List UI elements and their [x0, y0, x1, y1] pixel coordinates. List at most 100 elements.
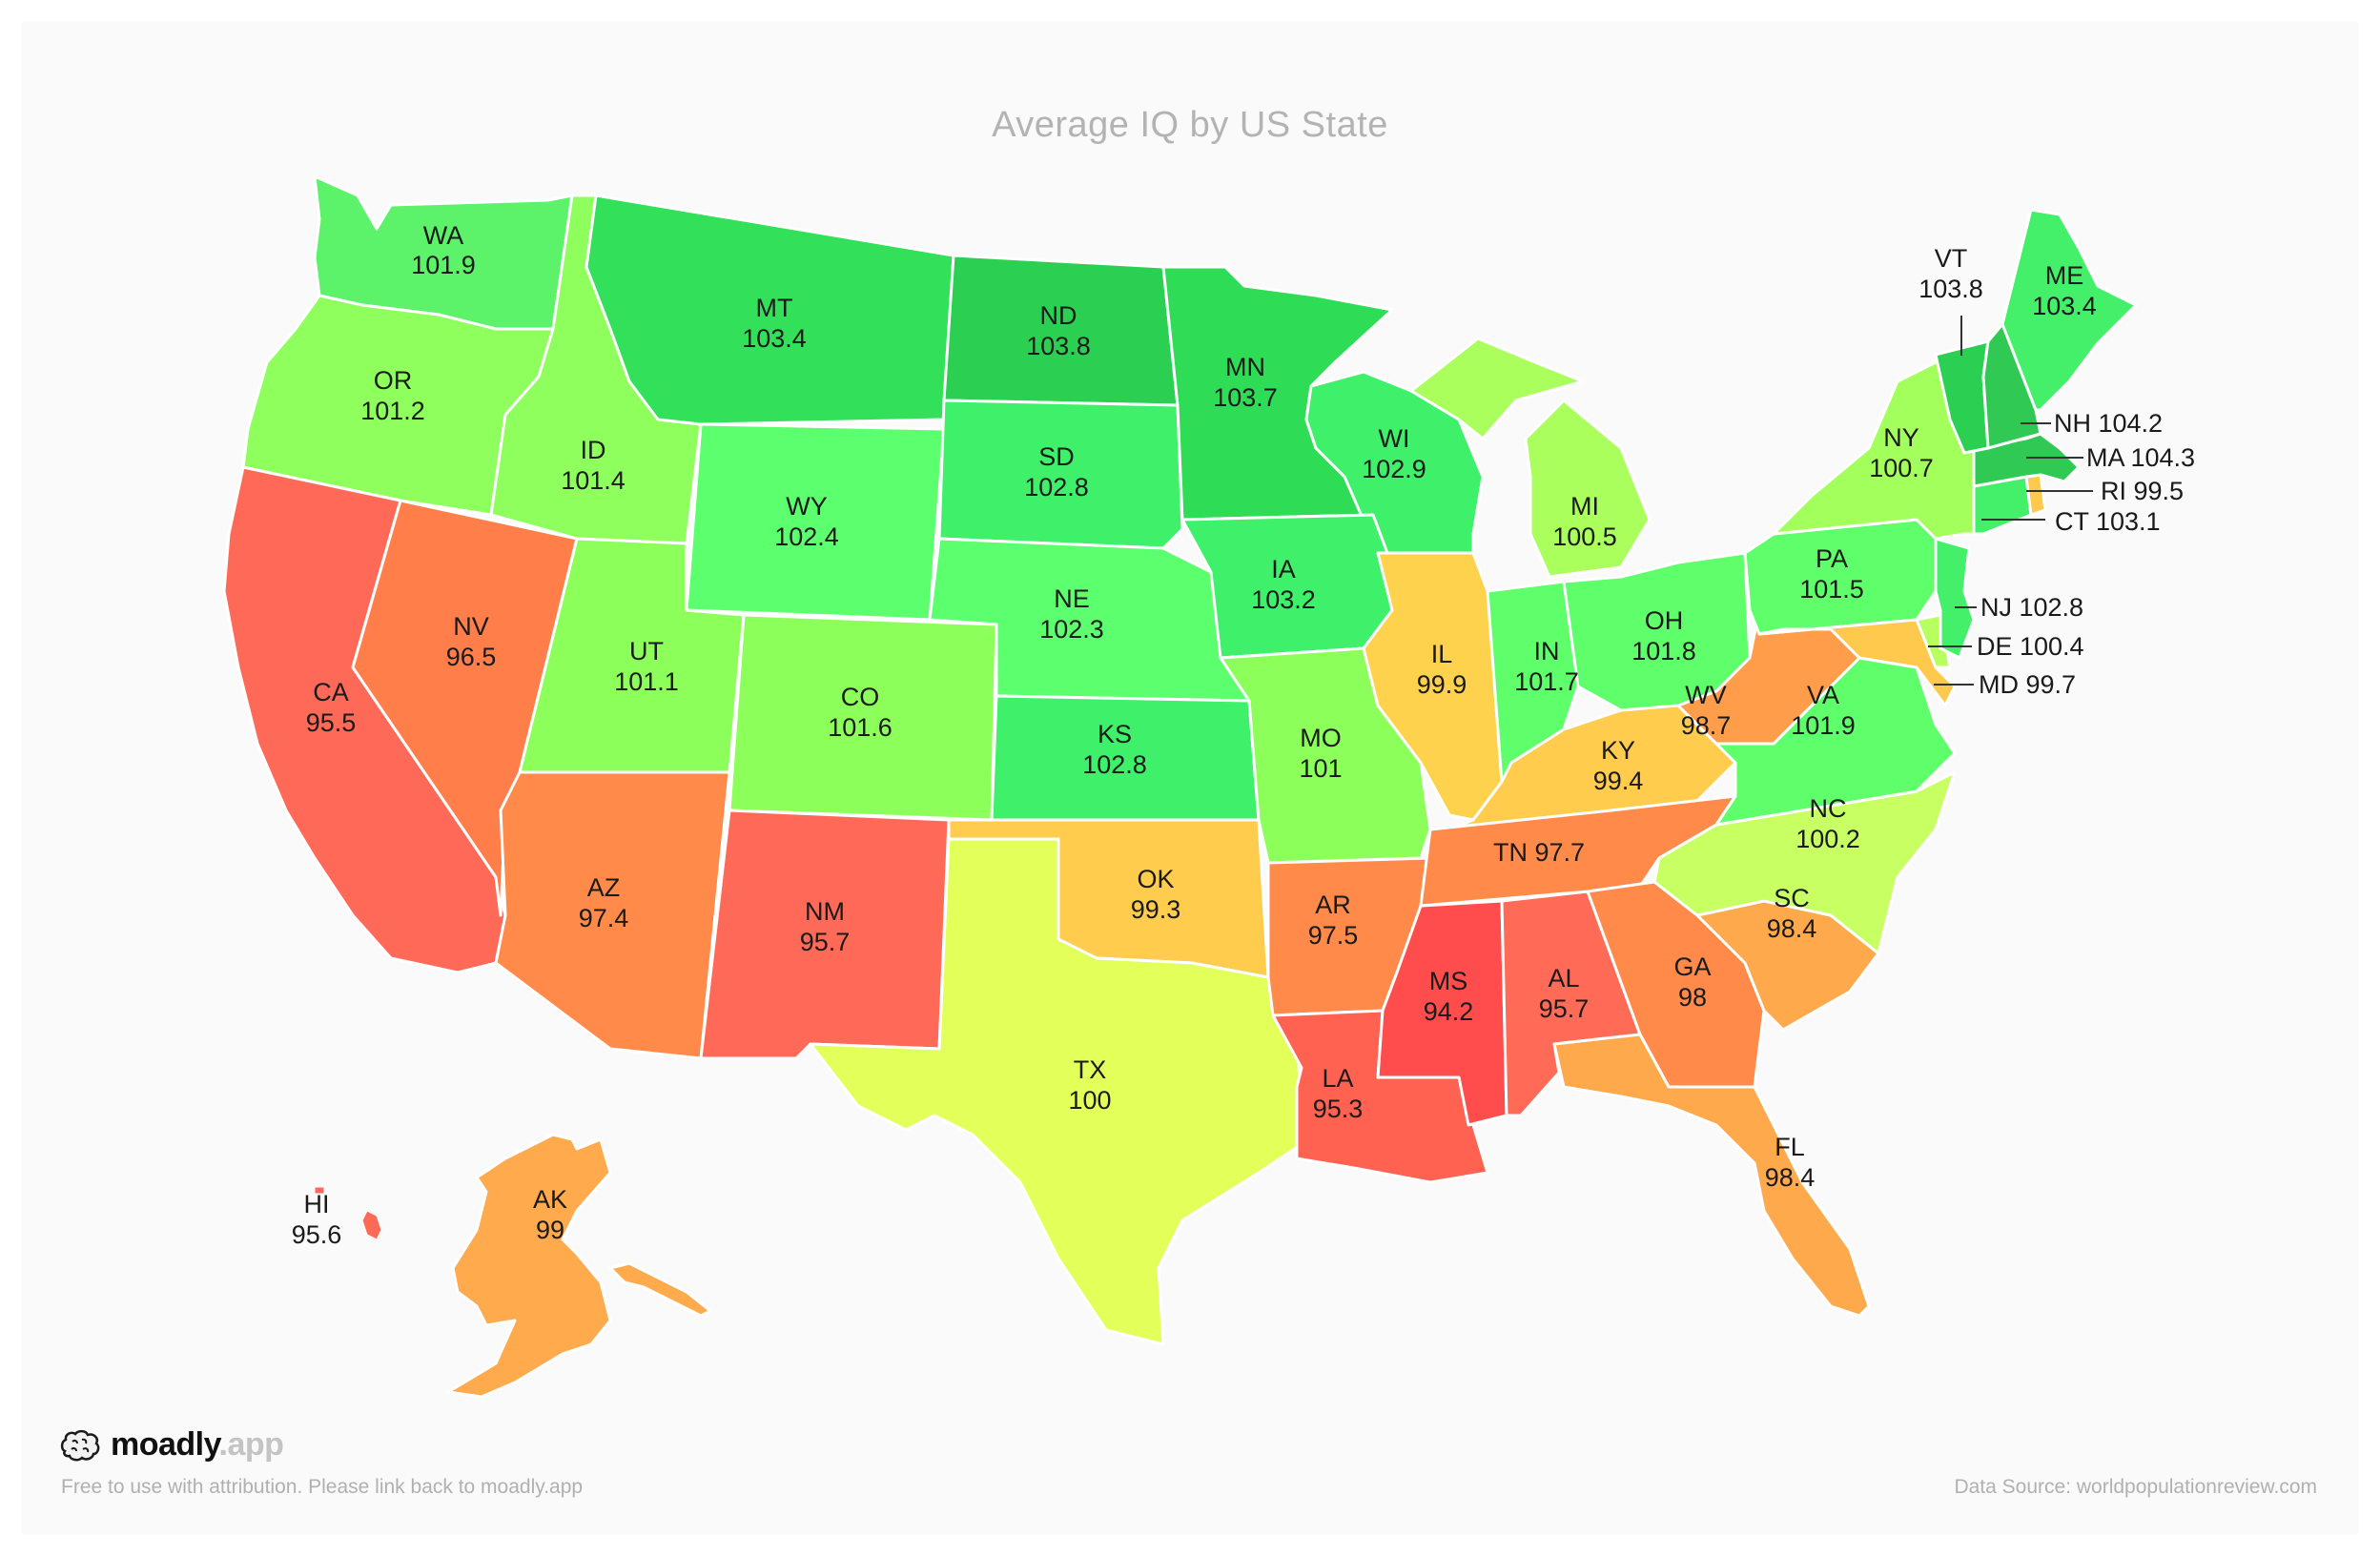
- label-tn: TN 97.7: [1493, 838, 1585, 867]
- brand-logo[interactable]: moadly.app: [59, 1426, 284, 1464]
- value-mn: 103.7: [1213, 383, 1278, 412]
- state-wi[interactable]: [1304, 370, 1485, 555]
- label-ca: CA: [313, 678, 349, 706]
- value-wi: 102.9: [1362, 455, 1426, 483]
- value-mi: 100.5: [1552, 522, 1617, 551]
- label-or: OR: [374, 366, 413, 395]
- state-mi-lower[interactable]: [1524, 399, 1652, 579]
- state-me[interactable]: [2000, 208, 2138, 412]
- data-source-text: Data Source: worldpopulationreview.com: [1954, 1476, 2317, 1498]
- value-ms: 94.2: [1424, 997, 1474, 1026]
- value-co: 101.6: [828, 713, 892, 742]
- label-ak: AK: [533, 1185, 567, 1214]
- label-wy: WY: [786, 492, 828, 521]
- brand-tld: .app: [218, 1426, 284, 1463]
- state-nj[interactable]: [1934, 537, 1976, 660]
- label-me: ME: [2045, 261, 2084, 290]
- label-ar: AR: [1315, 891, 1351, 919]
- label-fl: FL: [1775, 1133, 1805, 1161]
- value-ar: 97.5: [1308, 921, 1359, 950]
- state-tx[interactable]: [809, 837, 1303, 1346]
- label-ks: KS: [1098, 720, 1132, 748]
- value-mo: 101: [1299, 754, 1342, 783]
- callout-ma: MA 104.3: [2086, 443, 2195, 472]
- value-nd: 103.8: [1026, 332, 1091, 360]
- label-nv: NV: [453, 612, 489, 641]
- value-ne: 102.3: [1039, 615, 1104, 644]
- state-hi-islands[interactable]: [314, 1186, 325, 1195]
- value-va: 101.9: [1791, 711, 1856, 740]
- callout-ri: RI 99.5: [2101, 477, 2184, 505]
- value-fl: 98.4: [1765, 1163, 1816, 1192]
- value-pa: 101.5: [1799, 575, 1864, 604]
- value-ky: 99.4: [1593, 767, 1644, 795]
- label-wa: WA: [423, 221, 464, 250]
- label-mi: MI: [1570, 492, 1599, 521]
- value-ca: 95.5: [306, 708, 357, 737]
- label-nm: NM: [805, 897, 845, 926]
- value-nv: 96.5: [446, 643, 497, 671]
- label-ga: GA: [1673, 952, 1711, 981]
- state-az[interactable]: [494, 770, 731, 1060]
- value-az: 97.4: [579, 904, 629, 932]
- label-co: CO: [841, 683, 880, 711]
- value-in: 101.7: [1514, 667, 1579, 696]
- map-title: Average IQ by US State: [992, 105, 1388, 145]
- label-vt: VT: [1935, 244, 1968, 273]
- label-wi: WI: [1379, 424, 1410, 453]
- value-ak: 99: [536, 1216, 564, 1244]
- state-nd[interactable]: [942, 254, 1180, 407]
- label-sc: SC: [1774, 884, 1810, 912]
- value-nm: 95.7: [800, 928, 851, 956]
- label-mo: MO: [1300, 724, 1342, 752]
- label-ut: UT: [629, 637, 664, 665]
- value-sd: 102.8: [1024, 473, 1089, 502]
- value-mt: 103.4: [742, 324, 807, 353]
- label-nd: ND: [1040, 301, 1077, 330]
- value-wy: 102.4: [774, 522, 839, 551]
- value-tx: 100: [1068, 1086, 1111, 1115]
- value-me: 103.4: [2032, 292, 2097, 320]
- value-ok: 99.3: [1131, 895, 1181, 924]
- label-ok: OK: [1137, 865, 1174, 893]
- label-in: IN: [1534, 637, 1560, 665]
- state-hi[interactable]: [361, 1210, 382, 1240]
- callout-nh: NH 104.2: [2054, 409, 2163, 438]
- label-pa: PA: [1816, 544, 1848, 573]
- label-wv: WV: [1685, 681, 1727, 709]
- label-az: AZ: [587, 873, 621, 902]
- state-ak[interactable]: [446, 1133, 612, 1399]
- label-il: IL: [1431, 640, 1453, 668]
- value-ks: 102.8: [1082, 750, 1147, 779]
- label-nc: NC: [1810, 794, 1847, 823]
- callout-labels: NH 104.2 MA 104.3 RI 99.5 CT 103.1 NJ 10…: [1977, 409, 2195, 699]
- brand-name: moadly.app: [111, 1426, 284, 1464]
- value-ia: 103.2: [1251, 585, 1316, 614]
- label-va: VA: [1807, 681, 1839, 709]
- value-al: 95.7: [1539, 994, 1590, 1023]
- state-mi[interactable]: [1409, 337, 1585, 440]
- value-il: 99.9: [1417, 670, 1467, 699]
- state-ak-panhandle[interactable]: [608, 1261, 712, 1318]
- value-sc: 98.4: [1767, 914, 1817, 943]
- callout-md: MD 99.7: [1979, 670, 2076, 699]
- label-mt: MT: [756, 294, 793, 322]
- value-la: 95.3: [1313, 1095, 1364, 1123]
- value-oh: 101.8: [1631, 637, 1696, 665]
- label-ne: NE: [1054, 584, 1090, 613]
- state-sd[interactable]: [937, 399, 1184, 550]
- state-labels: WA 101.9 OR 101.2 CA 95.5 NV 96.5 ID 101…: [292, 221, 2097, 1249]
- brain-icon: [60, 1429, 100, 1461]
- label-tx: TX: [1074, 1055, 1107, 1084]
- label-mn: MN: [1225, 353, 1265, 381]
- state-fl[interactable]: [1552, 1033, 1871, 1318]
- value-ga: 98: [1678, 983, 1707, 1012]
- state-il[interactable]: [1362, 551, 1504, 822]
- value-vt: 103.8: [1918, 275, 1983, 303]
- label-oh: OH: [1645, 606, 1684, 635]
- attribution-text: Free to use with attribution. Please lin…: [61, 1476, 584, 1498]
- brand-name-text: moadly: [111, 1426, 219, 1463]
- label-ky: KY: [1601, 736, 1635, 765]
- state-ri[interactable]: [2024, 473, 2047, 517]
- label-al: AL: [1548, 964, 1579, 993]
